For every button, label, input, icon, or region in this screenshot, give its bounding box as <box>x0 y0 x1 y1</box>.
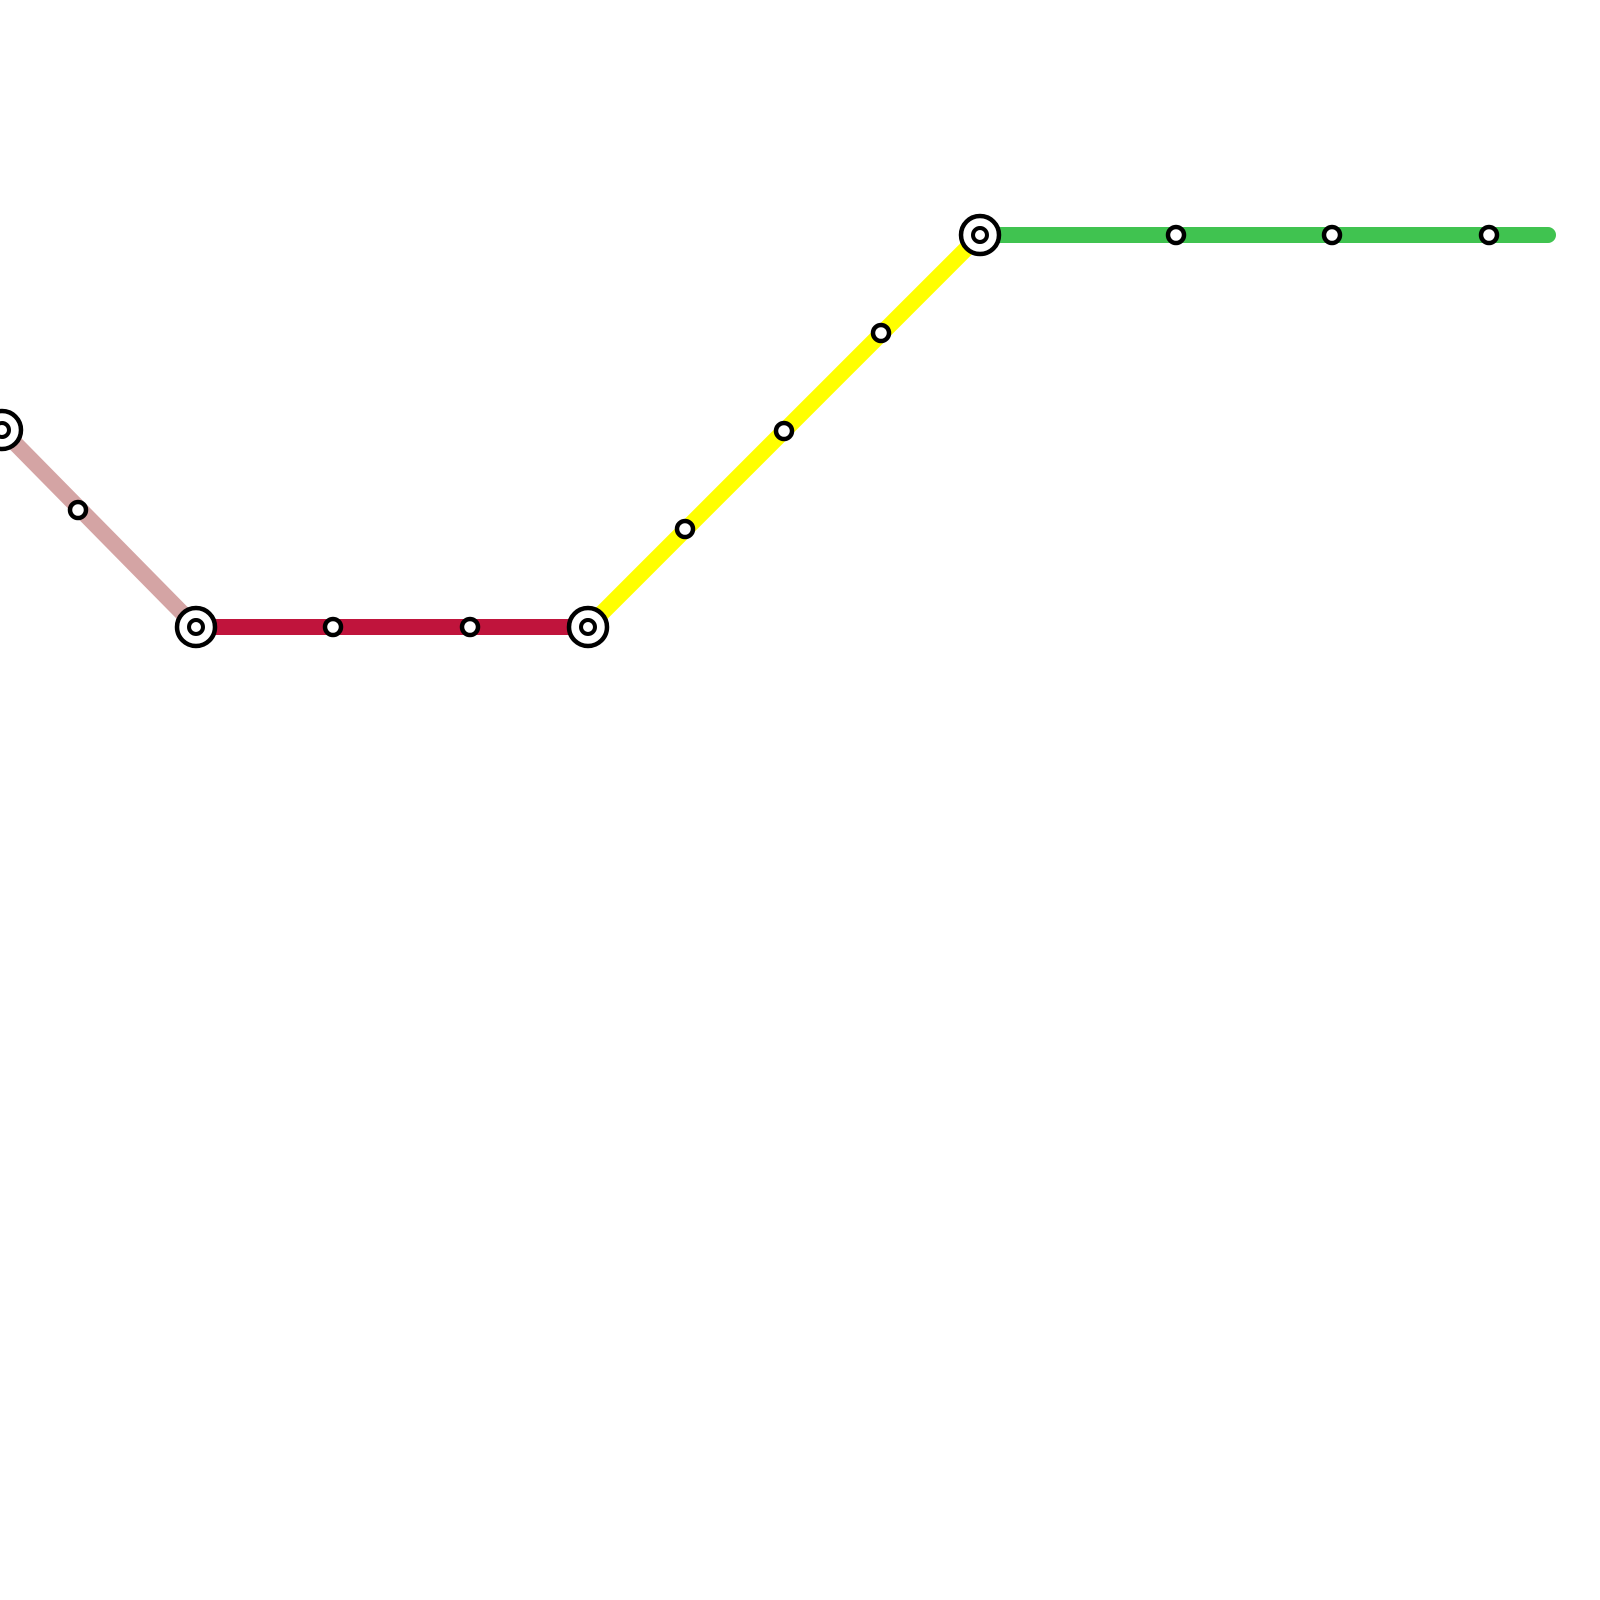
station-stop[interactable] <box>459 616 481 638</box>
station-stop[interactable] <box>773 420 795 442</box>
interchange-station[interactable] <box>174 605 218 649</box>
station-stop[interactable] <box>1165 224 1187 246</box>
station-stop[interactable] <box>1478 224 1500 246</box>
pink-line <box>0 424 202 633</box>
station-stop[interactable] <box>674 518 696 540</box>
interchange-station[interactable] <box>0 408 24 452</box>
station-stop[interactable] <box>1321 224 1343 246</box>
station-stop[interactable] <box>67 499 89 521</box>
interchange-station[interactable] <box>566 605 610 649</box>
station-stop[interactable] <box>322 616 344 638</box>
station-stop[interactable] <box>870 322 892 344</box>
interchange-station[interactable] <box>958 213 1002 257</box>
